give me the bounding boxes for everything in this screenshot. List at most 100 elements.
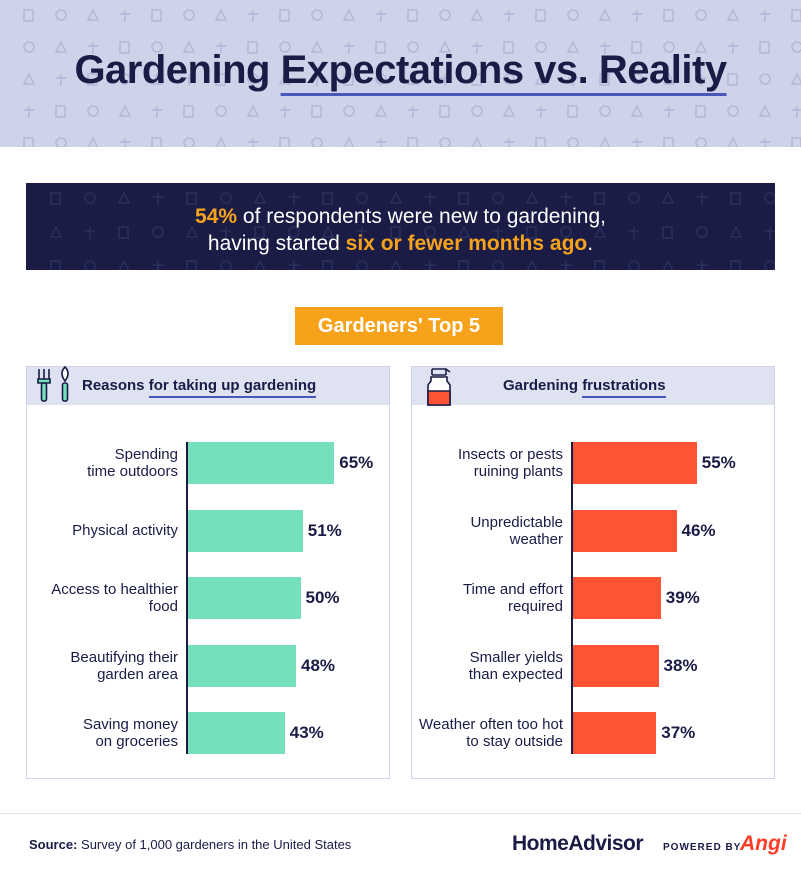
pattern-glyph — [440, 74, 450, 86]
pattern-glyph — [118, 104, 132, 117]
pattern-glyph — [695, 9, 707, 21]
pattern-glyph — [117, 191, 131, 204]
pattern-glyph — [50, 260, 61, 270]
pattern-glyph — [790, 72, 801, 85]
reasons-title-plain: Reasons — [82, 377, 149, 394]
banner-text: 54% of respondents were new to gardening… — [26, 203, 775, 257]
pattern-glyph — [628, 192, 640, 204]
pattern-glyph — [439, 137, 451, 147]
category-label: Weather often too hot to stay outside — [393, 716, 563, 750]
pattern-glyph — [593, 225, 607, 238]
frustrations-panel-header: Gardening frustrations — [412, 367, 774, 406]
pattern-glyph — [730, 192, 741, 205]
pattern-glyph — [758, 104, 772, 117]
pattern-glyph — [247, 73, 259, 85]
source-note: Source: Survey of 1,000 gardeners in the… — [29, 837, 351, 852]
pattern-glyph — [566, 40, 580, 53]
pattern-glyph — [535, 137, 546, 147]
pattern-glyph — [23, 137, 34, 147]
category-label: Unpredictable weather — [393, 514, 563, 548]
pattern-glyph — [24, 106, 34, 118]
pattern-glyph — [254, 226, 265, 239]
bar-value-label: 39% — [665, 588, 700, 607]
pattern-glyph — [492, 260, 504, 270]
pattern-glyph — [248, 10, 258, 22]
pattern-glyph — [311, 137, 323, 147]
category-label-line: Smaller yields — [469, 648, 563, 666]
category-label: Smaller yields than expected — [393, 649, 563, 683]
pattern-glyph — [561, 261, 571, 270]
pattern-glyph — [663, 41, 675, 53]
pattern-glyph — [599, 105, 611, 117]
bar — [573, 442, 697, 484]
bar-value-label: 48% — [301, 655, 336, 675]
pattern-glyph — [321, 225, 335, 238]
category-label: Insects or pests ruining plants — [393, 446, 563, 480]
category-label-line: Beautifying their — [70, 648, 178, 666]
reasons-panel-title: Reasons for taking up gardening — [82, 377, 317, 398]
pattern-glyph — [567, 9, 579, 21]
pattern-glyph — [726, 8, 740, 21]
pattern-glyph — [759, 73, 771, 85]
pattern-glyph — [182, 40, 196, 53]
pattern-glyph — [23, 9, 34, 22]
reasons-panel: Reasons for taking up gardening 65% Spend… — [26, 365, 390, 779]
pattern-glyph — [118, 259, 130, 270]
category-label: Access to healthier food — [8, 581, 178, 615]
banner-text-1: of respondents were new to gardening, — [237, 205, 606, 228]
pattern-glyph — [85, 227, 95, 239]
pattern-glyph — [183, 137, 195, 147]
pattern-glyph — [312, 74, 322, 86]
pattern-glyph — [22, 72, 36, 85]
reasons-panel-header: Reasons for taking up gardening — [27, 365, 389, 405]
pattern-glyph — [289, 261, 299, 270]
pattern-glyph — [86, 8, 100, 21]
pattern-glyph — [311, 9, 323, 21]
pattern-glyph — [215, 105, 227, 117]
pattern-glyph — [662, 259, 674, 270]
pattern-glyph — [628, 260, 640, 270]
category-label: Saving money on groceries — [8, 716, 178, 750]
pattern-glyph — [662, 72, 676, 85]
pattern-glyph — [23, 41, 35, 53]
pattern-glyph — [792, 106, 801, 118]
pattern-glyph — [279, 9, 290, 22]
pattern-glyph — [727, 73, 738, 86]
pattern-glyph — [458, 260, 469, 270]
pattern-glyph — [695, 105, 706, 118]
pattern-glyph — [120, 10, 130, 22]
pattern-glyph — [439, 105, 450, 118]
pattern-glyph — [594, 260, 605, 270]
pattern-glyph — [375, 41, 386, 54]
bar-value-label: 46% — [681, 520, 716, 540]
banner-pattern — [49, 191, 775, 270]
pattern-glyph — [374, 104, 388, 117]
pattern-glyph — [279, 41, 291, 53]
category-label-line: Unpredictable — [470, 513, 563, 531]
pattern-glyph — [727, 136, 739, 147]
bar — [188, 644, 296, 687]
pattern-glyph — [220, 192, 232, 204]
pattern-glyph — [356, 260, 368, 270]
pattern-glyph — [280, 106, 290, 118]
pattern-glyph — [357, 227, 367, 239]
pattern-glyph — [118, 226, 129, 239]
pattern-glyph — [310, 40, 324, 53]
pattern-glyph — [254, 259, 266, 270]
pattern-glyph — [407, 137, 418, 147]
pattern-glyph — [390, 259, 402, 270]
pattern-glyph — [471, 105, 483, 117]
pattern-glyph — [730, 260, 741, 270]
pattern-glyph — [152, 226, 164, 238]
pattern-glyph — [629, 227, 639, 239]
pattern-glyph — [152, 106, 162, 118]
pattern-glyph — [536, 106, 546, 118]
reasons-title-underlined: for taking up gardening — [148, 377, 317, 398]
pattern-glyph — [457, 225, 471, 238]
pattern-glyph — [389, 191, 403, 204]
frustrations-panel: Gardening frustrations 55% Insects or pes… — [411, 366, 775, 779]
pattern-glyph — [728, 42, 738, 54]
pattern-glyph — [534, 72, 548, 85]
frustrations-panel-title: Gardening frustrations — [503, 377, 666, 398]
pattern-glyph — [594, 192, 605, 205]
